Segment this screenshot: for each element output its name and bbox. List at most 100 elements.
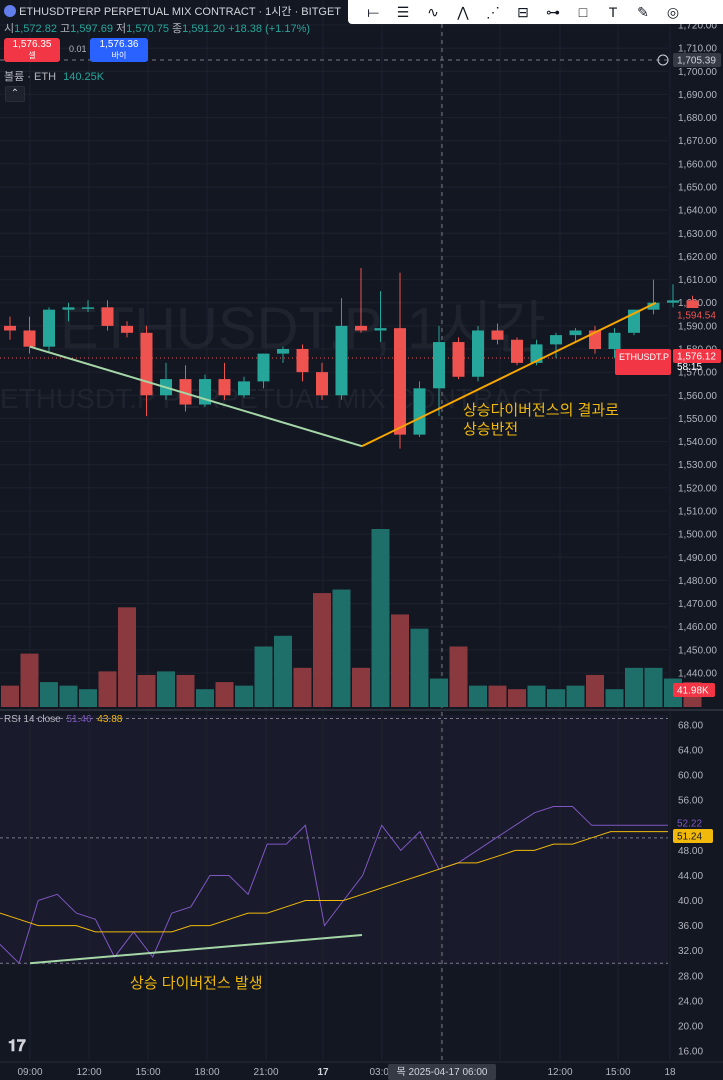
candle-body[interactable] xyxy=(277,349,289,354)
time-tick-label: 21:00 xyxy=(253,1067,278,1078)
candle-body[interactable] xyxy=(257,353,270,382)
candle-body[interactable] xyxy=(413,388,426,435)
volume-bar xyxy=(566,685,585,707)
candle-body[interactable] xyxy=(82,307,94,309)
candle-body[interactable] xyxy=(238,381,250,396)
volume-bar xyxy=(313,593,331,707)
candle-body[interactable] xyxy=(589,330,601,349)
volume-bar xyxy=(40,682,58,707)
crosshair-time-tag xyxy=(388,1064,496,1080)
candle-body[interactable] xyxy=(355,325,367,331)
volume-bar xyxy=(79,689,97,707)
horizontal-line-icon[interactable]: ⟝ xyxy=(367,3,379,20)
price-tick-label: 1,510.00 xyxy=(678,507,717,518)
candle-body[interactable] xyxy=(667,300,679,303)
price-tick-label: 1,690.00 xyxy=(678,90,717,101)
rsi-divergence-annotation: 상승 다이버전스 발생 xyxy=(130,975,263,992)
rsi-tick-label: 44.00 xyxy=(678,871,703,882)
price-tick-label: 1,560.00 xyxy=(678,391,717,402)
volume-bar xyxy=(449,646,468,707)
candle-body[interactable] xyxy=(23,330,36,347)
candle-body[interactable] xyxy=(316,372,328,396)
price-tick-label: 1,620.00 xyxy=(678,252,717,263)
candle-body[interactable] xyxy=(472,330,484,377)
volume-bar xyxy=(235,685,253,707)
change-value: +18.38 (+1.17%) xyxy=(228,23,311,35)
candle-body[interactable] xyxy=(101,307,114,326)
channel-icon[interactable]: ☰ xyxy=(396,3,410,20)
buy-button[interactable]: 1,576.36 바이 xyxy=(90,38,148,62)
volume-bar xyxy=(20,653,39,707)
measure-icon[interactable]: ⊶ xyxy=(546,3,560,20)
volume-bar xyxy=(98,671,117,707)
candle-body[interactable] xyxy=(608,332,621,349)
volume-bar xyxy=(371,529,390,707)
text-tool-icon[interactable]: T xyxy=(608,4,618,20)
price-tick-label: 1,480.00 xyxy=(678,576,717,587)
price-tick-label: 1,470.00 xyxy=(678,599,717,610)
long-position-icon[interactable]: ⊟ xyxy=(517,3,529,20)
trend-curve-icon[interactable]: ∿ xyxy=(427,3,439,20)
time-tick-label: 09:00 xyxy=(17,1067,42,1078)
price-tick-label: 1,640.00 xyxy=(678,206,717,217)
countdown-tag: 58:15 xyxy=(677,362,702,373)
volume-bar xyxy=(527,685,546,707)
eye-icon[interactable]: ◎ xyxy=(666,3,680,20)
candle-body[interactable] xyxy=(569,330,582,336)
collapse-legend-button[interactable]: ⌃ xyxy=(5,86,25,102)
last-close-tag: 1,594.54 xyxy=(677,311,716,322)
rsi-divergence-line xyxy=(29,934,363,965)
price-tick-label: 1,450.00 xyxy=(678,645,717,656)
candle-body[interactable] xyxy=(218,379,231,396)
volume-bar xyxy=(586,674,604,707)
volume-tag: 41.98K xyxy=(677,686,709,697)
price-tick-label: 1,590.00 xyxy=(678,321,717,332)
volume-legend[interactable]: 볼륨 · ETH 140.25K xyxy=(4,71,105,83)
brush-icon[interactable]: ✎ xyxy=(637,3,649,20)
volume-bar xyxy=(430,678,448,707)
candle-body[interactable] xyxy=(374,328,387,331)
candle-body[interactable] xyxy=(4,325,16,331)
price-tick-label: 1,680.00 xyxy=(678,113,717,124)
time-tick-label: 12:00 xyxy=(547,1067,572,1078)
pattern-icon[interactable]: ⋀ xyxy=(457,3,469,20)
symbol-title[interactable]: ETHUSDTPERP PERPETUAL MIX CONTRACT · 1시간… xyxy=(4,3,341,19)
candle-body[interactable] xyxy=(452,342,465,377)
candle-body[interactable] xyxy=(335,325,348,396)
candle-body[interactable] xyxy=(511,339,523,363)
candle-body[interactable] xyxy=(179,379,192,405)
volume-bar xyxy=(157,671,175,707)
rsi-tick-label: 60.00 xyxy=(678,771,703,782)
elliott-wave-icon[interactable]: ⋰ xyxy=(486,3,500,20)
rsi-legend[interactable]: RSI 14 close 51.46 43.88 xyxy=(4,714,123,725)
candle-body[interactable] xyxy=(296,349,309,373)
rsi-tick-label: 16.00 xyxy=(678,1047,703,1058)
volume-bar xyxy=(352,667,370,707)
candle-body[interactable] xyxy=(43,309,55,347)
candle-body[interactable] xyxy=(62,307,75,310)
candle-body[interactable] xyxy=(530,344,543,363)
price-tick-label: 1,530.00 xyxy=(678,460,717,471)
symbol-price-tag-bg xyxy=(615,349,671,375)
candle-body[interactable] xyxy=(140,332,153,396)
current-price-tag: 1,576.12 xyxy=(677,352,716,363)
rectangle-icon[interactable]: □ xyxy=(578,4,588,20)
rsi-tick-label: 48.00 xyxy=(678,846,703,857)
price-tick-label: 1,650.00 xyxy=(678,183,717,194)
price-tick-label: 1,700.00 xyxy=(678,67,717,78)
candle-body[interactable] xyxy=(394,328,406,435)
rsi-tick-label: 28.00 xyxy=(678,971,703,982)
rsi-tick-label: 36.00 xyxy=(678,921,703,932)
price-tick-label: 1,710.00 xyxy=(678,44,717,55)
candle-body[interactable] xyxy=(433,342,445,389)
candle-body[interactable] xyxy=(550,335,562,345)
candle-body[interactable] xyxy=(647,302,660,310)
time-tick-label: 12:00 xyxy=(76,1067,101,1078)
candle-body[interactable] xyxy=(491,330,504,340)
price-tick-label: 1,540.00 xyxy=(678,437,717,448)
candle-body[interactable] xyxy=(121,325,133,333)
sell-button[interactable]: 1,576.35 셀 xyxy=(4,38,60,62)
tradingview-logo-icon[interactable]: 𝟏𝟕 xyxy=(8,1038,26,1055)
add-alert-icon[interactable] xyxy=(657,54,669,66)
